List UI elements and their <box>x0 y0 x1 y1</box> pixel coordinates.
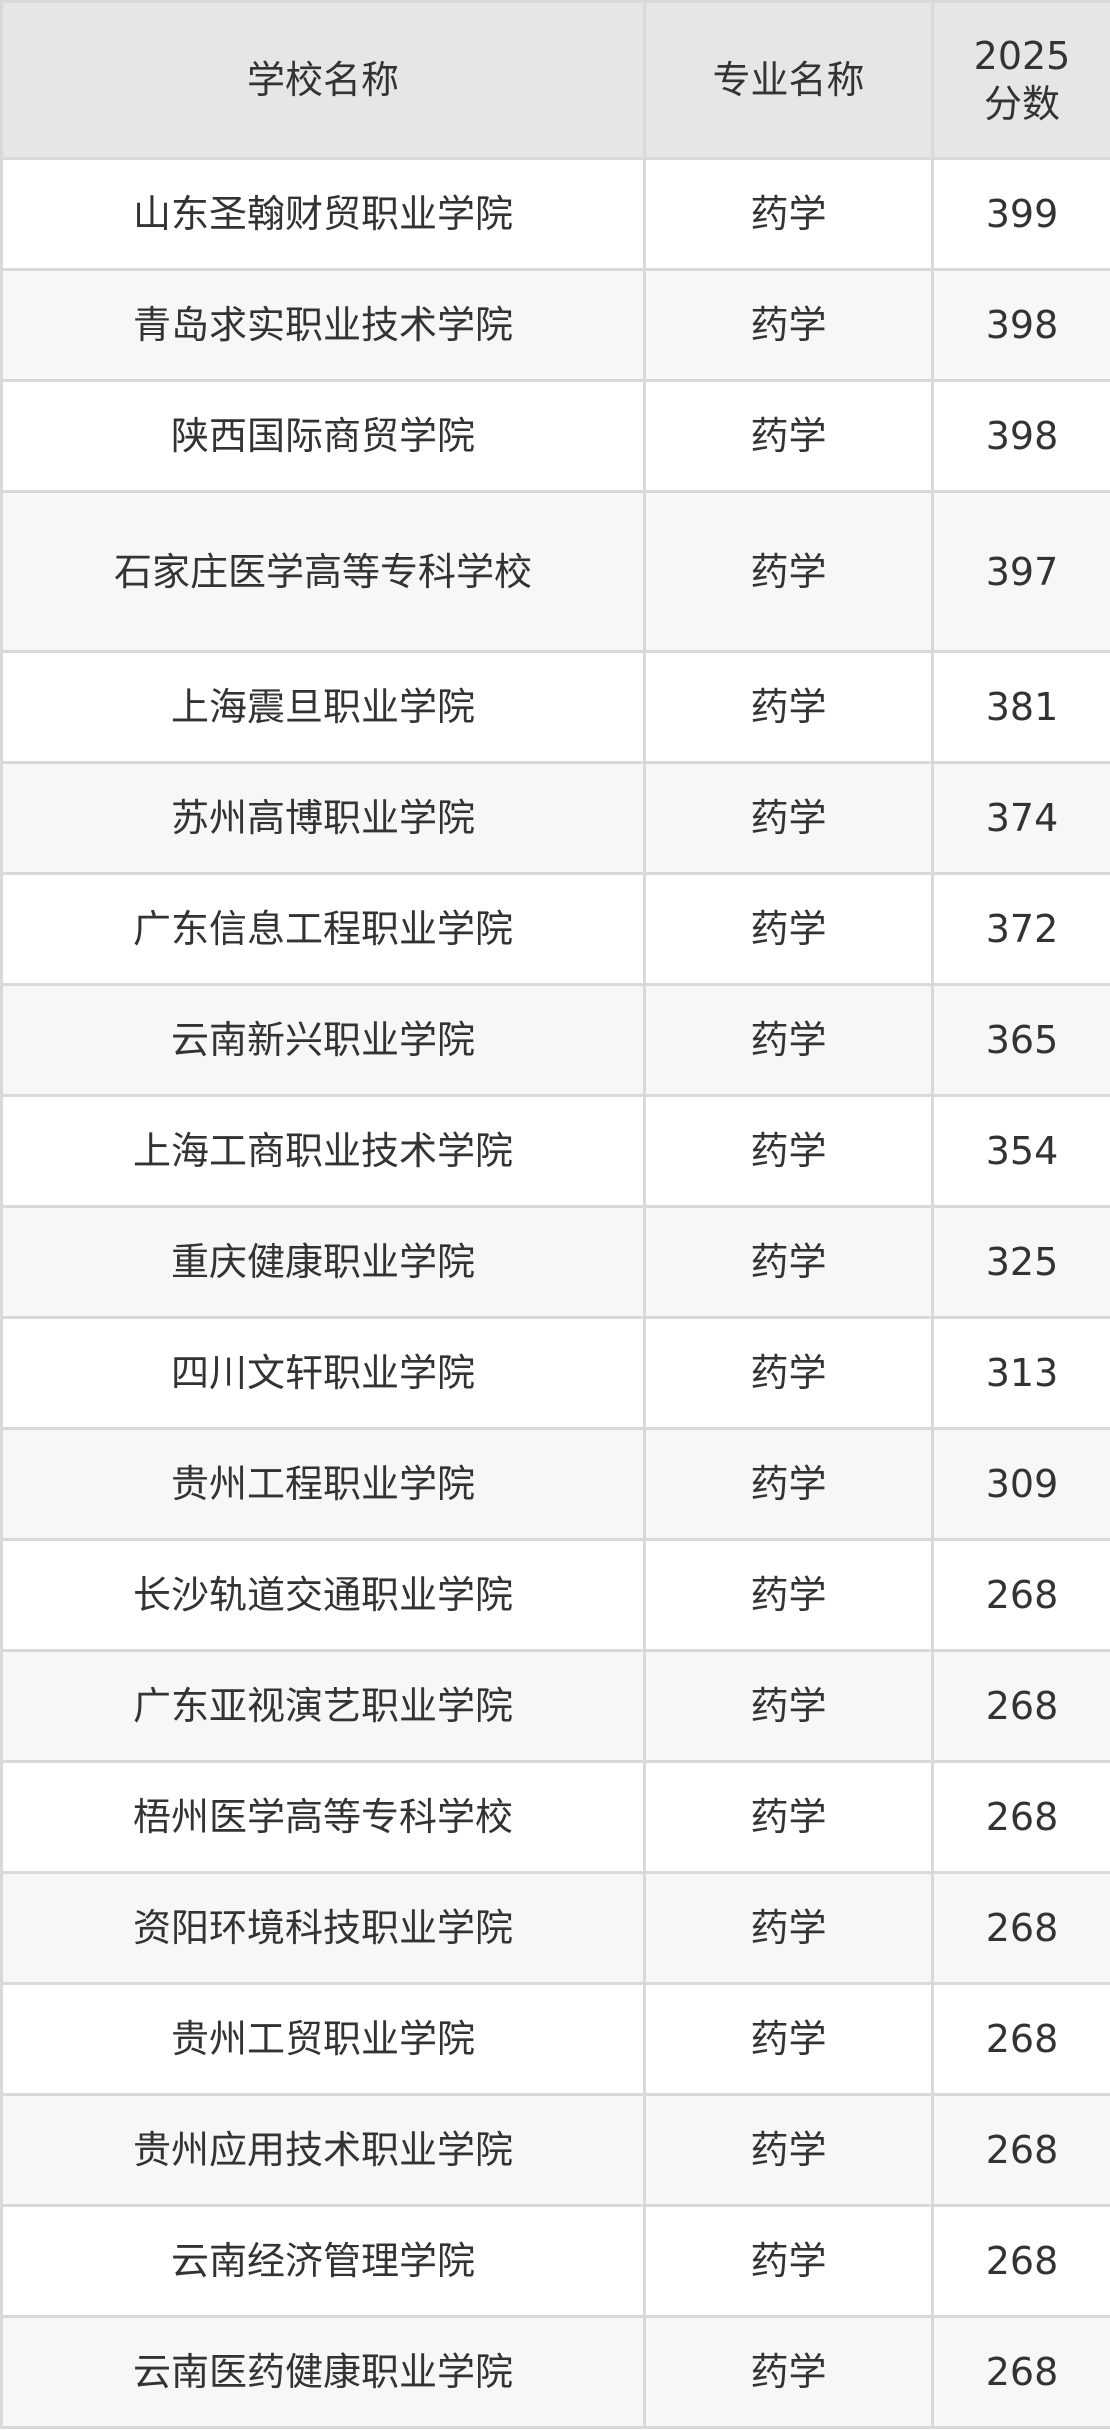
major-cell: 药学 <box>643 650 934 764</box>
major-cell: 药学 <box>643 1427 934 1541</box>
school-cell: 资阳环境科技职业学院 <box>0 1871 646 1985</box>
major-cell: 药学 <box>643 872 934 986</box>
major-cell: 药学 <box>643 1760 934 1874</box>
school-cell: 云南新兴职业学院 <box>0 983 646 1097</box>
score-cell: 268 <box>931 2204 1110 2318</box>
table-row: 云南医药健康职业学院 药学 268 <box>0 2315 1110 2429</box>
score-cell: 398 <box>931 268 1110 382</box>
score-cell: 372 <box>931 872 1110 986</box>
school-cell: 上海震旦职业学院 <box>0 650 646 764</box>
school-cell: 长沙轨道交通职业学院 <box>0 1538 646 1652</box>
major-cell: 药学 <box>643 1205 934 1319</box>
score-cell: 313 <box>931 1316 1110 1430</box>
school-cell: 陕西国际商贸学院 <box>0 379 646 493</box>
score-cell: 399 <box>931 157 1110 271</box>
score-cell: 268 <box>931 1982 1110 2096</box>
score-cell: 268 <box>931 1538 1110 1652</box>
score-cell: 397 <box>931 490 1110 653</box>
major-cell: 药学 <box>643 1538 934 1652</box>
school-cell: 广东亚视演艺职业学院 <box>0 1649 646 1763</box>
school-cell: 广东信息工程职业学院 <box>0 872 646 986</box>
score-cell: 268 <box>931 1649 1110 1763</box>
score-cell: 365 <box>931 983 1110 1097</box>
major-cell: 药学 <box>643 1871 934 1985</box>
school-cell: 贵州应用技术职业学院 <box>0 2093 646 2207</box>
table-row: 广东亚视演艺职业学院 药学 268 <box>0 1649 1110 1763</box>
school-cell: 上海工商职业技术学院 <box>0 1094 646 1208</box>
table-row: 云南经济管理学院 药学 268 <box>0 2204 1110 2318</box>
school-cell: 贵州工贸职业学院 <box>0 1982 646 2096</box>
score-cell: 309 <box>931 1427 1110 1541</box>
score-cell: 325 <box>931 1205 1110 1319</box>
major-cell: 药学 <box>643 761 934 875</box>
school-cell: 青岛求实职业技术学院 <box>0 268 646 382</box>
school-cell: 苏州高博职业学院 <box>0 761 646 875</box>
school-cell: 贵州工程职业学院 <box>0 1427 646 1541</box>
score-cell: 268 <box>931 1760 1110 1874</box>
header-major: 专业名称 <box>643 0 934 160</box>
major-cell: 药学 <box>643 1649 934 1763</box>
major-cell: 药学 <box>643 157 934 271</box>
table-row: 梧州医学高等专科学校 药学 268 <box>0 1760 1110 1874</box>
table-row: 青岛求实职业技术学院 药学 398 <box>0 268 1110 382</box>
school-cell: 云南经济管理学院 <box>0 2204 646 2318</box>
header-score-label: 分数 <box>983 82 1060 126</box>
score-cell: 268 <box>931 1871 1110 1985</box>
score-cell: 268 <box>931 2093 1110 2207</box>
major-cell: 药学 <box>643 379 934 493</box>
major-cell: 药学 <box>643 2204 934 2318</box>
table-row: 陕西国际商贸学院 药学 398 <box>0 379 1110 493</box>
table-row: 广东信息工程职业学院 药学 372 <box>0 872 1110 986</box>
table-row: 长沙轨道交通职业学院 药学 268 <box>0 1538 1110 1652</box>
table-row: 上海工商职业技术学院 药学 354 <box>0 1094 1110 1208</box>
school-cell: 石家庄医学高等专科学校 <box>0 490 646 653</box>
table-row: 贵州工程职业学院 药学 309 <box>0 1427 1110 1541</box>
score-cell: 354 <box>931 1094 1110 1208</box>
major-cell: 药学 <box>643 1982 934 2096</box>
table-row: 山东圣翰财贸职业学院 药学 399 <box>0 157 1110 271</box>
header-school: 学校名称 <box>0 0 646 160</box>
major-cell: 药学 <box>643 2315 934 2429</box>
major-cell: 药学 <box>643 1094 934 1208</box>
school-cell: 云南医药健康职业学院 <box>0 2315 646 2429</box>
school-cell: 梧州医学高等专科学校 <box>0 1760 646 1874</box>
major-cell: 药学 <box>643 490 934 653</box>
header-score: 2025 分数 <box>931 0 1110 160</box>
major-cell: 药学 <box>643 268 934 382</box>
table-row: 石家庄医学高等专科学校 药学 397 <box>0 490 1110 653</box>
score-cell: 381 <box>931 650 1110 764</box>
major-cell: 药学 <box>643 1316 934 1430</box>
score-cell: 374 <box>931 761 1110 875</box>
school-cell: 四川文轩职业学院 <box>0 1316 646 1430</box>
table-row: 贵州工贸职业学院 药学 268 <box>0 1982 1110 2096</box>
table-row: 云南新兴职业学院 药学 365 <box>0 983 1110 1097</box>
table-row: 上海震旦职业学院 药学 381 <box>0 650 1110 764</box>
table-row: 四川文轩职业学院 药学 313 <box>0 1316 1110 1430</box>
school-cell: 重庆健康职业学院 <box>0 1205 646 1319</box>
score-cell: 398 <box>931 379 1110 493</box>
score-cell: 268 <box>931 2315 1110 2429</box>
major-cell: 药学 <box>643 983 934 1097</box>
school-cell: 山东圣翰财贸职业学院 <box>0 157 646 271</box>
table-row: 重庆健康职业学院 药学 325 <box>0 1205 1110 1319</box>
header-score-year: 2025 <box>973 34 1071 78</box>
table-row: 苏州高博职业学院 药学 374 <box>0 761 1110 875</box>
major-cell: 药学 <box>643 2093 934 2207</box>
table-row: 贵州应用技术职业学院 药学 268 <box>0 2093 1110 2207</box>
header-row: 学校名称 专业名称 2025 分数 <box>0 0 1110 160</box>
table-row: 资阳环境科技职业学院 药学 268 <box>0 1871 1110 1985</box>
